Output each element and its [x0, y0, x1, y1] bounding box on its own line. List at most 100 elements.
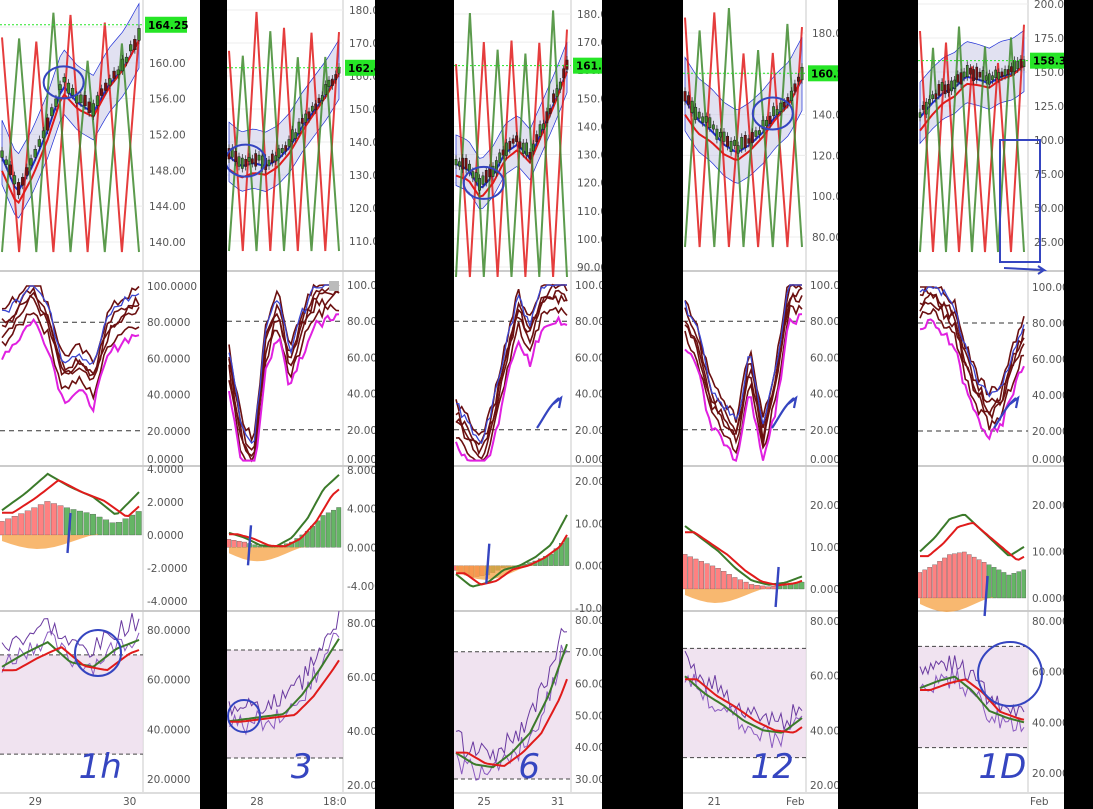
- candlestick: [687, 95, 690, 105]
- last-price-label: 161.62: [576, 61, 602, 73]
- candlestick: [484, 170, 488, 183]
- chart-svg-4: 180.00160.00140.00120.00100.0080.00160.2…: [683, 0, 838, 808]
- macd-histogram-bar: [996, 569, 1002, 599]
- candlestick: [708, 117, 712, 129]
- stoch-tick-label: 0.0000: [810, 454, 838, 466]
- macd-histogram-bar: [947, 554, 952, 599]
- macd-histogram-bar: [1011, 573, 1017, 599]
- price-tick-label: 200.00: [1034, 0, 1064, 11]
- stoch-line: [684, 313, 803, 462]
- stoch-tick-label: 20.0000: [1032, 426, 1064, 438]
- stoch-line: [455, 284, 567, 445]
- macd-histogram-bar: [788, 584, 794, 590]
- price-tick-label: 180.00: [577, 9, 602, 21]
- candlestick: [956, 74, 960, 83]
- candlestick: [297, 121, 301, 134]
- candlestick: [918, 112, 922, 118]
- rsi-tick-label: 30.0000: [575, 774, 602, 786]
- stoch-tick-label: 0.0000: [1032, 454, 1064, 466]
- annotation-mark: [66, 512, 72, 554]
- candlestick: [988, 73, 991, 85]
- rsi-tick-label: 60.0000: [810, 671, 838, 683]
- date-tick-label: 31: [551, 796, 564, 808]
- macd-tick-label: 2.0000: [147, 497, 184, 509]
- price-tick-label: 150.00: [349, 104, 375, 116]
- candlestick: [4, 159, 8, 165]
- macd-histogram-bar: [50, 503, 57, 536]
- price-tick-label: 120.00: [349, 203, 375, 215]
- candlestick: [16, 182, 21, 196]
- stoch-tick-label: 0.0000: [575, 454, 602, 466]
- stoch-tick-label: 100.0000: [347, 280, 375, 292]
- candlestick: [41, 130, 46, 139]
- price-tick-label: 100.00: [1034, 135, 1064, 147]
- rsi-ma-green: [1, 638, 140, 668]
- candlestick: [562, 68, 566, 79]
- macd-histogram-bar: [231, 540, 237, 548]
- macd-histogram-bar: [325, 512, 331, 548]
- stoch-line: [1, 317, 140, 414]
- oscillator-overlay-line: [1, 12, 140, 253]
- candlestick: [494, 160, 498, 174]
- candlestick: [99, 88, 104, 96]
- last-price-tag: [1030, 52, 1064, 69]
- rsi-tick-label: 80.0000: [575, 615, 602, 627]
- candlestick: [491, 165, 495, 177]
- rsi-tick-label: 80.0000: [147, 625, 190, 637]
- candlestick: [754, 130, 758, 137]
- macd-tick-label: 0.0000: [810, 584, 838, 596]
- chart-column-3: 180.00170.00160.00150.00140.00130.00120.…: [454, 0, 602, 809]
- candlestick: [0, 150, 4, 158]
- candlestick: [521, 142, 525, 154]
- stoch-line: [919, 307, 1025, 431]
- rsi-zone: [0, 654, 143, 755]
- candlestick: [133, 39, 137, 50]
- macd-histogram-bar: [236, 540, 242, 548]
- price-tick-label: 25.00: [1034, 237, 1064, 249]
- stoch-tick-label: 100.0000: [575, 280, 602, 292]
- price-tick-label: 148.00: [149, 165, 186, 177]
- annotation-circle: [74, 629, 122, 677]
- stoch-line: [455, 289, 568, 456]
- candlestick: [921, 105, 925, 110]
- macd-histogram-bar: [11, 516, 18, 536]
- chart-svg-5: 200.00 175.00 150.00 125.00 100.00 75.00 50.00…: [918, 0, 1064, 808]
- stoch-tick-label: 80.0000: [347, 316, 375, 328]
- candlestick: [244, 159, 248, 167]
- stoch-tick-label: 20.0000: [575, 425, 602, 437]
- candlestick: [37, 139, 42, 147]
- stoch-tick-label: 80.0000: [810, 316, 838, 328]
- stoch-line: [919, 291, 1025, 416]
- date-tick-label: Feb: [1030, 796, 1049, 808]
- candlestick: [969, 67, 972, 75]
- candlestick: [726, 135, 729, 147]
- rsi-line: [1, 631, 140, 677]
- stoch-tick-label: 40.0000: [810, 389, 838, 401]
- candlestick: [750, 132, 754, 143]
- candlestick: [789, 90, 793, 101]
- macd-histogram-bar: [918, 572, 923, 599]
- candlestick: [70, 88, 75, 96]
- candlestick: [797, 76, 800, 82]
- candlestick: [12, 175, 17, 185]
- date-tick-label: 29: [29, 796, 42, 808]
- macd-histogram-bar: [971, 556, 977, 599]
- macd-histogram-bar: [760, 585, 766, 590]
- annotation-arrow: [1003, 265, 1048, 275]
- timeframe-annotation: 12: [751, 747, 794, 787]
- rsi-ma-red: [229, 659, 340, 723]
- chart-column-2: 180.00170.00160.00150.00140.00130.00120.…: [227, 0, 375, 809]
- macd-histogram-bar: [710, 565, 716, 590]
- candlestick: [937, 84, 941, 96]
- macd-histogram-bar: [765, 586, 771, 590]
- stoch-line: [919, 286, 1025, 398]
- candlestick: [743, 135, 747, 148]
- candlestick: [334, 74, 338, 81]
- macd-tick-label: -4.0000: [347, 581, 375, 593]
- price-tick-label: 160.00: [149, 58, 186, 70]
- candlestick: [719, 132, 722, 138]
- candlestick: [552, 93, 555, 103]
- candlestick: [304, 113, 308, 123]
- candlestick: [104, 82, 108, 91]
- candlestick: [464, 158, 468, 170]
